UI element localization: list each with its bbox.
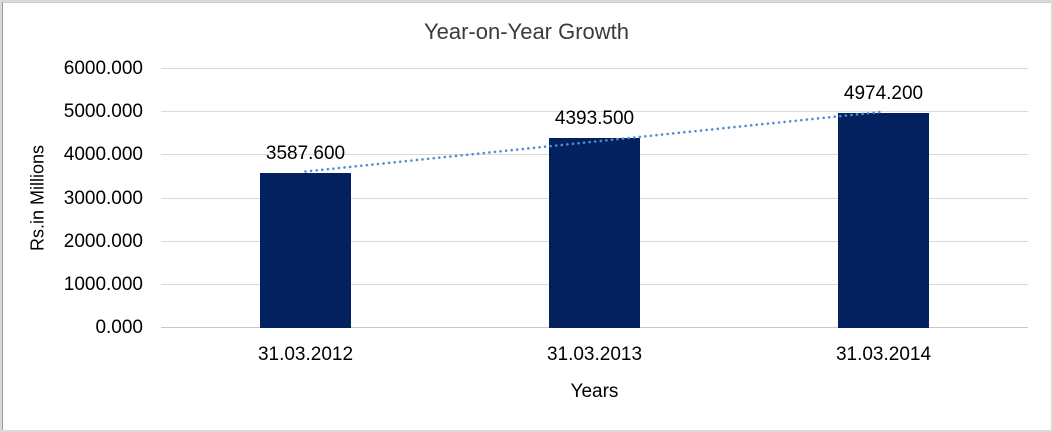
y-tick-label: 6000.000 <box>63 58 143 79</box>
x-category-label: 31.03.2012 <box>257 344 354 365</box>
y-tick-label: 2000.000 <box>63 230 143 252</box>
y-tick-label: 0.000 <box>95 317 143 338</box>
bar-31.03.2012 <box>260 173 351 328</box>
y-tick-label: 5000.000 <box>63 101 143 123</box>
y-tick-label: 1000.000 <box>63 273 143 295</box>
y-tick-label: 3000.000 <box>63 187 143 209</box>
x-category-label: 31.03.2014 <box>835 344 932 365</box>
bar-value-label: 4974.200 <box>843 83 924 105</box>
y-gridline <box>161 111 1028 113</box>
bar-31.03.2013 <box>549 138 640 328</box>
x-category-label: 31.03.2013 <box>546 344 643 365</box>
y-tick-label: 4000.000 <box>63 144 143 166</box>
chart-title: Year-on-Year Growth <box>423 19 630 44</box>
trendline <box>304 110 885 173</box>
bar-value-label: 4393.500 <box>554 108 635 130</box>
bar-value-label: 3587.600 <box>265 143 346 165</box>
bar-31.03.2014 <box>838 113 929 328</box>
y-gridline <box>161 68 1028 69</box>
x-axis-title: Years <box>570 381 619 402</box>
